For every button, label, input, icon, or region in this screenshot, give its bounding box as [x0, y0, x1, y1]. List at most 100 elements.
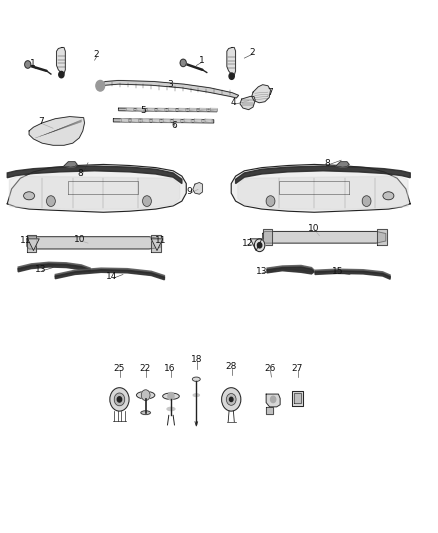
Polygon shape — [189, 108, 196, 111]
Ellipse shape — [137, 391, 155, 399]
Text: 4: 4 — [230, 98, 236, 107]
Text: 7: 7 — [268, 87, 273, 96]
Text: 8: 8 — [325, 159, 330, 168]
Circle shape — [96, 80, 105, 91]
Circle shape — [168, 392, 174, 400]
Text: 25: 25 — [114, 364, 125, 373]
Circle shape — [143, 196, 151, 206]
Text: 8: 8 — [77, 169, 83, 178]
Polygon shape — [163, 119, 170, 123]
Polygon shape — [57, 47, 65, 74]
Text: 11: 11 — [155, 237, 167, 246]
Text: 10: 10 — [308, 224, 320, 233]
Text: 13: 13 — [256, 267, 268, 276]
Polygon shape — [377, 229, 387, 245]
Text: 2: 2 — [93, 51, 99, 59]
Polygon shape — [194, 119, 201, 123]
Polygon shape — [168, 108, 175, 111]
Polygon shape — [184, 119, 191, 123]
Polygon shape — [121, 119, 128, 123]
Text: 28: 28 — [226, 362, 237, 372]
Ellipse shape — [141, 411, 150, 415]
Polygon shape — [152, 119, 159, 123]
Polygon shape — [315, 269, 390, 278]
Ellipse shape — [167, 407, 175, 410]
Polygon shape — [263, 229, 272, 245]
Circle shape — [59, 71, 64, 78]
Polygon shape — [231, 165, 410, 212]
Polygon shape — [252, 85, 271, 103]
Polygon shape — [238, 176, 408, 209]
Circle shape — [180, 59, 186, 67]
Text: 26: 26 — [264, 364, 276, 373]
Polygon shape — [266, 407, 273, 414]
Polygon shape — [205, 119, 212, 123]
Polygon shape — [142, 119, 149, 123]
Text: 7: 7 — [38, 117, 44, 126]
Polygon shape — [240, 96, 255, 110]
Polygon shape — [119, 108, 217, 112]
Polygon shape — [64, 162, 77, 167]
Polygon shape — [18, 262, 90, 270]
Polygon shape — [7, 165, 186, 212]
Text: 11: 11 — [20, 237, 32, 246]
Circle shape — [258, 243, 262, 248]
Circle shape — [230, 397, 233, 401]
Polygon shape — [137, 108, 144, 111]
Polygon shape — [127, 108, 134, 111]
Polygon shape — [266, 394, 280, 407]
Polygon shape — [27, 237, 160, 249]
Polygon shape — [315, 271, 390, 279]
Text: 3: 3 — [167, 79, 173, 88]
Polygon shape — [292, 391, 303, 406]
Polygon shape — [132, 119, 139, 123]
Polygon shape — [267, 265, 314, 272]
Circle shape — [141, 390, 150, 400]
Text: 22: 22 — [139, 364, 150, 373]
Polygon shape — [227, 47, 236, 75]
Polygon shape — [251, 239, 262, 251]
Circle shape — [46, 196, 55, 206]
Text: 2: 2 — [249, 48, 255, 56]
Circle shape — [117, 397, 122, 402]
Polygon shape — [151, 239, 163, 251]
Polygon shape — [179, 108, 186, 111]
Text: 14: 14 — [106, 272, 118, 281]
Circle shape — [266, 196, 275, 206]
Ellipse shape — [24, 192, 35, 200]
Polygon shape — [294, 393, 301, 403]
Text: 13: 13 — [35, 265, 46, 273]
Polygon shape — [236, 166, 410, 183]
Circle shape — [271, 396, 276, 402]
Polygon shape — [55, 270, 164, 280]
Polygon shape — [210, 108, 217, 111]
Polygon shape — [200, 108, 207, 111]
Text: 9: 9 — [187, 187, 192, 196]
Polygon shape — [113, 119, 214, 123]
Polygon shape — [151, 235, 161, 252]
Polygon shape — [55, 268, 164, 278]
Ellipse shape — [383, 192, 394, 200]
Text: 12: 12 — [242, 239, 253, 248]
Polygon shape — [18, 264, 90, 272]
Polygon shape — [193, 182, 202, 194]
Polygon shape — [99, 80, 239, 98]
Polygon shape — [173, 119, 180, 123]
Text: 6: 6 — [172, 121, 177, 130]
Text: 1: 1 — [30, 59, 35, 68]
Text: 10: 10 — [74, 235, 86, 244]
Polygon shape — [267, 267, 314, 274]
Text: 16: 16 — [164, 364, 176, 373]
Text: 27: 27 — [291, 364, 302, 373]
Polygon shape — [336, 162, 349, 167]
Polygon shape — [148, 108, 154, 111]
Circle shape — [254, 239, 265, 252]
Circle shape — [114, 393, 125, 406]
Text: 15: 15 — [332, 267, 343, 276]
Polygon shape — [29, 117, 85, 146]
Polygon shape — [28, 239, 39, 251]
Circle shape — [110, 387, 129, 411]
Circle shape — [25, 61, 31, 68]
Ellipse shape — [192, 377, 200, 381]
Text: 5: 5 — [140, 106, 146, 115]
